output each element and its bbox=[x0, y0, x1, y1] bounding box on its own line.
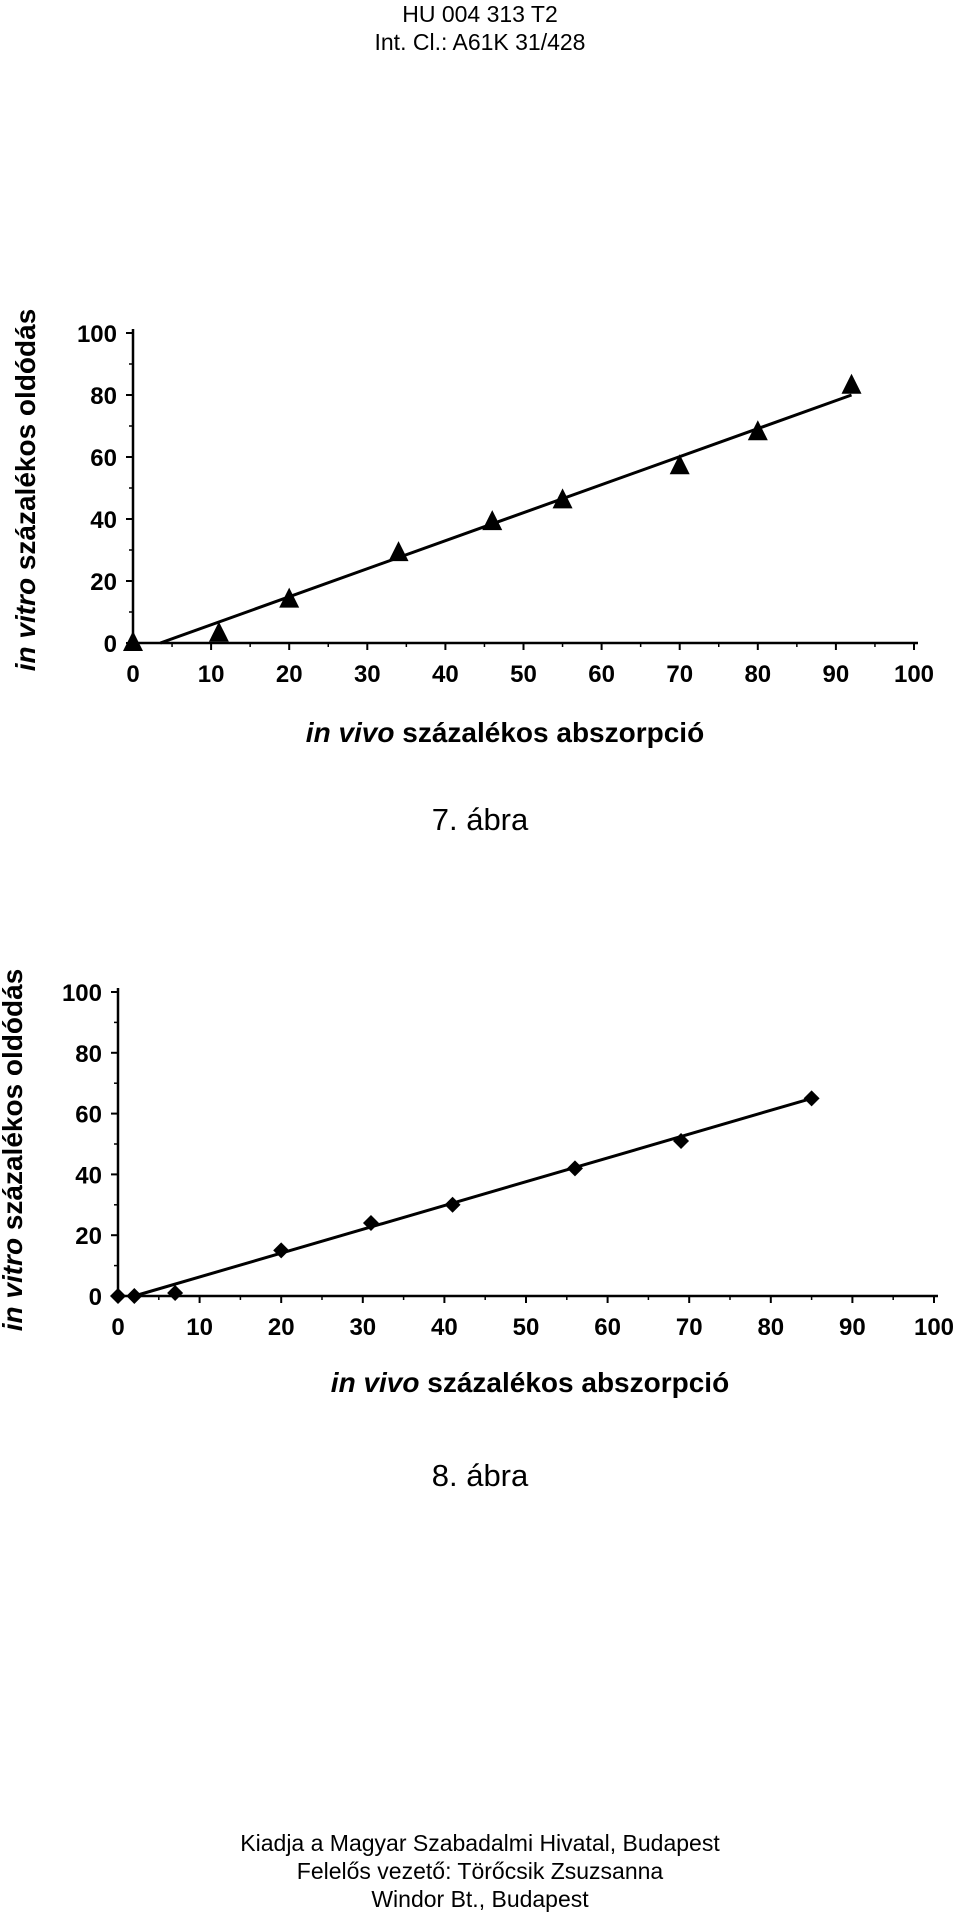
y-tick-label: 0 bbox=[89, 1284, 102, 1311]
diamond-marker bbox=[273, 1242, 290, 1259]
x-tick-label: 30 bbox=[349, 1314, 376, 1341]
chart-figure-7: 0 10 20 30 40 50 60 70 80 90 100 0 20 40 60 80 100 in viv… bbox=[10, 309, 934, 748]
y-tick-label: 100 bbox=[62, 980, 102, 1007]
triangle-marker bbox=[482, 510, 503, 531]
diamond-marker bbox=[566, 1160, 583, 1177]
y-tick-label: 40 bbox=[75, 1162, 102, 1189]
x-axis-label: in vivo százalékos abszorpció bbox=[331, 1367, 729, 1398]
footer-publisher: Kiadja a Magyar Szabadalmi Hivatal, Buda… bbox=[240, 1830, 720, 1856]
x-tick-label: 50 bbox=[513, 1314, 540, 1341]
y-tick-label: 80 bbox=[75, 1041, 102, 1068]
x-tick-label: 20 bbox=[268, 1314, 295, 1341]
x-tick-label: 0 bbox=[111, 1314, 124, 1341]
y-tick-label: 20 bbox=[75, 1223, 102, 1250]
y-tick-label: 40 bbox=[90, 507, 117, 534]
triangle-marker bbox=[123, 631, 143, 651]
triangle-marker bbox=[552, 488, 573, 509]
figure-7-caption: 7. ábra bbox=[431, 802, 529, 837]
x-tick-label: 100 bbox=[914, 1314, 954, 1341]
y-tick-label: 60 bbox=[75, 1102, 102, 1129]
trend-line bbox=[133, 1096, 813, 1298]
y-tick-label: 60 bbox=[90, 445, 117, 472]
x-tick-label: 60 bbox=[594, 1314, 621, 1341]
triangle-marker bbox=[279, 587, 300, 608]
x-tick-label: 30 bbox=[354, 661, 381, 688]
document-number: HU 004 313 T2 bbox=[402, 1, 558, 27]
diamond-marker bbox=[362, 1215, 379, 1232]
diamond-marker bbox=[444, 1196, 461, 1213]
x-axis-label: in vivo százalékos abszorpció bbox=[306, 717, 704, 748]
x-tick-label: 40 bbox=[432, 661, 459, 688]
x-tick-label: 0 bbox=[126, 661, 139, 688]
x-tick-label: 80 bbox=[757, 1314, 784, 1341]
x-tick-label: 90 bbox=[839, 1314, 866, 1341]
x-tick-label: 10 bbox=[186, 1314, 213, 1341]
x-tick-label: 90 bbox=[823, 661, 850, 688]
triangle-marker bbox=[841, 373, 862, 394]
diamond-marker bbox=[126, 1288, 143, 1304]
trend-line bbox=[159, 393, 853, 645]
y-tick-label: 80 bbox=[90, 383, 117, 410]
diamond-marker bbox=[803, 1090, 820, 1107]
footer-printer: Windor Bt., Budapest bbox=[371, 1886, 589, 1912]
x-tick-label: 50 bbox=[510, 661, 537, 688]
triangle-marker bbox=[208, 621, 229, 642]
triangle-marker bbox=[388, 541, 409, 562]
x-tick-label: 70 bbox=[666, 661, 693, 688]
triangle-marker bbox=[747, 420, 768, 441]
x-tick-label: 20 bbox=[276, 661, 303, 688]
classification: Int. Cl.: A61K 31/428 bbox=[374, 29, 586, 55]
x-tick-label: 10 bbox=[198, 661, 225, 688]
x-tick-label: 40 bbox=[431, 1314, 458, 1341]
footer-responsible: Felelős vezető: Törőcsik Zsuzsanna bbox=[296, 1858, 664, 1884]
x-tick-label: 70 bbox=[676, 1314, 703, 1341]
y-axis-label: in vitro százalékos oldódás bbox=[10, 309, 41, 672]
diamond-marker bbox=[167, 1284, 184, 1301]
chart-figure-8: 0 10 20 30 40 50 60 70 80 90 100 0 20 40 60 80 100 in viv… bbox=[0, 969, 954, 1398]
figure-8-caption: 8. ábra bbox=[431, 1458, 529, 1493]
x-tick-label: 100 bbox=[894, 661, 934, 688]
y-tick-label: 20 bbox=[90, 569, 117, 596]
triangle-marker bbox=[669, 454, 690, 475]
y-tick-label: 0 bbox=[104, 631, 117, 658]
x-tick-label: 80 bbox=[744, 661, 771, 688]
diamond-marker bbox=[673, 1132, 690, 1149]
y-tick-label: 100 bbox=[77, 321, 117, 348]
diamond-marker bbox=[110, 1288, 126, 1304]
y-axis-label: in vitro százalékos oldódás bbox=[0, 969, 28, 1332]
x-tick-label: 60 bbox=[588, 661, 615, 688]
